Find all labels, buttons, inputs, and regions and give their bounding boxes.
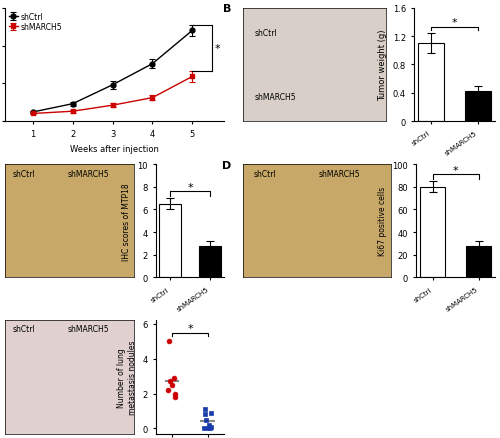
Bar bbox=[466, 92, 491, 122]
Point bbox=[204, 425, 212, 432]
Text: *: * bbox=[453, 165, 458, 175]
Point bbox=[168, 381, 176, 389]
Point bbox=[170, 374, 177, 381]
Point bbox=[207, 409, 215, 416]
Point bbox=[202, 416, 210, 423]
Point bbox=[164, 387, 172, 394]
Text: shMARCH5: shMARCH5 bbox=[318, 169, 360, 178]
Point bbox=[200, 425, 208, 432]
Point bbox=[200, 406, 208, 413]
Text: *: * bbox=[187, 182, 193, 192]
Text: B: B bbox=[223, 4, 232, 14]
Text: shMARCH5: shMARCH5 bbox=[68, 169, 110, 178]
Y-axis label: Number of lung
metastasis nodules: Number of lung metastasis nodules bbox=[117, 340, 136, 414]
Point bbox=[202, 411, 209, 418]
Text: shCtrl: shCtrl bbox=[13, 324, 36, 333]
Point bbox=[204, 421, 212, 428]
Text: shMARCH5: shMARCH5 bbox=[254, 92, 296, 101]
Text: shCtrl: shCtrl bbox=[254, 169, 276, 178]
Bar bbox=[420, 187, 446, 278]
Text: shCtrl: shCtrl bbox=[13, 169, 36, 178]
Text: shMARCH5: shMARCH5 bbox=[68, 324, 110, 333]
Bar bbox=[418, 44, 444, 122]
Text: D: D bbox=[222, 160, 232, 170]
Text: *: * bbox=[452, 18, 458, 28]
Text: shCtrl: shCtrl bbox=[254, 29, 277, 38]
Point bbox=[171, 394, 179, 401]
Point bbox=[207, 423, 215, 430]
X-axis label: Weeks after injection: Weeks after injection bbox=[70, 145, 159, 154]
Y-axis label: Ki67 positive cells: Ki67 positive cells bbox=[378, 187, 387, 256]
Bar bbox=[159, 204, 181, 278]
Bar bbox=[466, 246, 491, 278]
Point bbox=[206, 425, 214, 432]
Point bbox=[166, 378, 174, 385]
Legend: shCtrl, shMARCH5: shCtrl, shMARCH5 bbox=[9, 13, 62, 32]
Text: *: * bbox=[187, 323, 193, 333]
Text: *: * bbox=[214, 44, 220, 54]
Point bbox=[166, 338, 173, 345]
Y-axis label: IHC scores of MTP18: IHC scores of MTP18 bbox=[122, 183, 132, 260]
Y-axis label: Tumor weight (g): Tumor weight (g) bbox=[378, 30, 387, 101]
Point bbox=[171, 390, 179, 397]
Bar bbox=[199, 246, 221, 278]
